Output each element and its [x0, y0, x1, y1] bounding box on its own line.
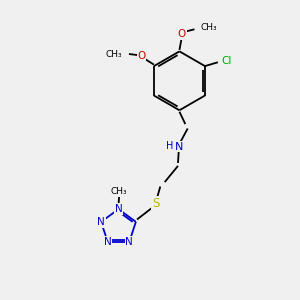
- Text: H: H: [166, 141, 173, 151]
- Text: O: O: [178, 29, 186, 39]
- Text: N: N: [97, 217, 105, 227]
- Text: N: N: [115, 204, 122, 214]
- Text: O: O: [137, 51, 146, 61]
- Text: CH₃: CH₃: [111, 187, 128, 196]
- Text: N: N: [175, 142, 183, 152]
- Text: CH₃: CH₃: [106, 50, 122, 58]
- Text: N: N: [104, 237, 112, 247]
- Text: CH₃: CH₃: [200, 23, 217, 32]
- Text: N: N: [125, 237, 133, 247]
- Text: S: S: [152, 197, 160, 210]
- Text: Cl: Cl: [222, 56, 232, 66]
